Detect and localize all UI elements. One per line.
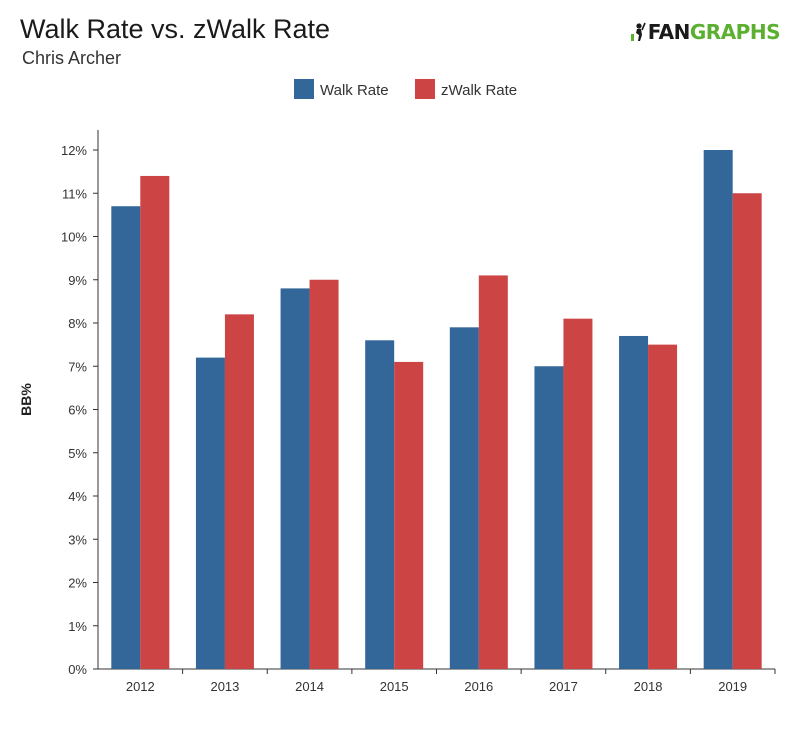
y-axis: 0% 1% 2% 3% 4% 5% 6% 7% 8% 9% 10% 11% 12% BB% [18,130,99,677]
logo-text-graphs: GRAPHS [689,20,781,44]
bar-zwalk-rate-2019 [732,193,762,669]
y-tick-label: 11% [62,186,87,201]
bar-walk-rate-2019 [703,150,733,669]
x-tick-label: 2017 [549,679,578,694]
chart-subtitle: Chris Archer [22,48,122,68]
legend: Walk Rate zWalk Rate [294,79,517,99]
y-tick-label: 0% [68,662,87,677]
legend-swatch-2 [415,79,435,99]
bar-zwalk-rate-2016 [478,275,508,669]
bar-zwalk-rate-2018 [648,344,678,669]
y-tick-label: 1% [68,619,87,634]
y-tick-label: 5% [68,446,87,461]
x-tick-label: 2013 [210,679,239,694]
y-tick-label: 6% [68,403,87,418]
legend-label-2: zWalk Rate [441,82,517,99]
y-tick-label: 3% [68,532,87,547]
y-tick-label: 12% [61,143,87,158]
bar-zwalk-rate-2014 [309,279,339,669]
x-tick-label: 2018 [634,679,663,694]
fangraphs-logo: FAN GRAPHS [630,20,781,44]
bar-walk-rate-2012 [111,206,141,669]
bars [111,150,762,669]
bar-zwalk-rate-2017 [563,318,593,669]
bar-walk-rate-2014 [280,288,310,669]
bar-zwalk-rate-2012 [140,175,170,669]
y-tick-label: 9% [68,273,87,288]
x-tick-label: 2012 [126,679,155,694]
y-tick-label: 4% [68,489,87,504]
y-axis-label: BB% [18,383,34,416]
logo-text-fan: FAN [647,20,691,44]
x-tick-label: 2019 [718,679,747,694]
legend-label-1: Walk Rate [320,82,389,99]
x-tick-label: 2016 [464,679,493,694]
bar-walk-rate-2018 [619,335,649,669]
x-tick-label: 2015 [380,679,409,694]
bar-walk-rate-2016 [449,327,479,669]
batter-silhouette-icon [630,22,646,41]
legend-swatch-1 [294,79,314,99]
bar-walk-rate-2015 [365,340,395,669]
y-tick-label: 10% [61,230,87,245]
bar-walk-rate-2017 [534,366,564,669]
x-tick-label: 2014 [295,679,324,694]
y-tick-label: 7% [68,359,87,374]
bar-zwalk-rate-2013 [224,314,254,669]
bar-zwalk-rate-2015 [394,361,424,669]
y-tick-label: 2% [68,576,87,591]
y-tick-label: 8% [68,316,87,331]
x-axis: 2012 2013 2014 2015 2016 2017 2018 2019 [98,668,776,694]
chart-title: Walk Rate vs. zWalk Rate [20,14,331,44]
bar-walk-rate-2013 [195,357,225,669]
